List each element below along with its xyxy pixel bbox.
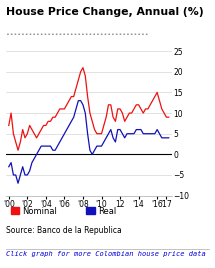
Text: House Price Change, Annual (%): House Price Change, Annual (%) [6,7,204,17]
Text: ••••••••••••••••••••••••••••••••••••••: •••••••••••••••••••••••••••••••••••••• [6,32,149,37]
Text: Source: Banco de la Republica: Source: Banco de la Republica [6,226,122,236]
Text: Click graph for more Colombian house price data: Click graph for more Colombian house pri… [6,251,206,257]
Legend: Nominal, Real: Nominal, Real [11,207,116,215]
